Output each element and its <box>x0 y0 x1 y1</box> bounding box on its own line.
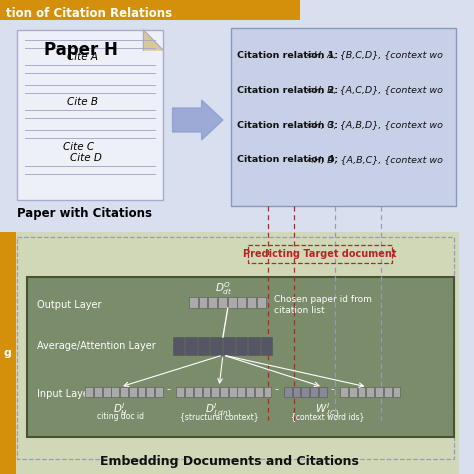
Bar <box>103 387 110 397</box>
Bar <box>111 387 119 397</box>
Bar <box>137 387 146 397</box>
Bar <box>284 387 292 397</box>
Bar <box>185 387 193 397</box>
Bar <box>27 277 454 437</box>
Text: <H, D, {A,B,C}, {context wo: <H, D, {A,B,C}, {context wo <box>306 155 443 164</box>
Bar <box>392 387 401 397</box>
Text: Cite D: Cite D <box>70 153 102 163</box>
Bar <box>257 297 265 308</box>
Bar <box>146 387 154 397</box>
Bar <box>349 387 357 397</box>
Text: Predicting Target document: Predicting Target document <box>243 249 397 259</box>
Bar <box>310 387 318 397</box>
Bar <box>255 387 263 397</box>
Bar <box>94 387 102 397</box>
Bar <box>189 297 198 308</box>
Text: $D^O_{dt}$: $D^O_{dt}$ <box>215 281 233 297</box>
Text: Citation relation 1:: Citation relation 1: <box>237 51 337 60</box>
Bar <box>246 387 254 397</box>
Bar <box>220 387 228 397</box>
Bar <box>0 0 459 232</box>
Bar <box>0 232 16 474</box>
Polygon shape <box>173 100 223 140</box>
Bar <box>202 387 210 397</box>
Polygon shape <box>144 30 163 50</box>
Bar <box>236 337 247 355</box>
Bar <box>340 387 348 397</box>
Bar <box>18 237 454 459</box>
Text: <H, B, {A,C,D}, {context wo: <H, B, {A,C,D}, {context wo <box>306 85 443 94</box>
Bar <box>210 337 222 355</box>
Bar <box>319 387 327 397</box>
Bar <box>384 387 392 397</box>
Bar <box>248 337 260 355</box>
Text: $D^I_{\{dn\}}$: $D^I_{\{dn\}}$ <box>205 401 233 420</box>
Bar <box>155 387 163 397</box>
Text: Cite B: Cite B <box>67 97 98 107</box>
Text: -: - <box>167 384 171 394</box>
Bar <box>185 337 197 355</box>
Bar <box>198 337 210 355</box>
Bar <box>264 387 272 397</box>
Text: -: - <box>330 384 335 394</box>
Text: Output Layer: Output Layer <box>37 300 101 310</box>
Bar <box>375 387 383 397</box>
Bar <box>0 232 459 474</box>
Text: Citation relation 4:: Citation relation 4: <box>237 155 337 164</box>
Bar <box>237 297 246 308</box>
Bar <box>229 387 237 397</box>
Bar <box>247 297 256 308</box>
Text: Embedding Documents and Citations: Embedding Documents and Citations <box>100 456 359 468</box>
Text: Paper H: Paper H <box>44 41 118 59</box>
Bar <box>129 387 137 397</box>
Text: Cite A: Cite A <box>67 52 98 62</box>
Text: Average/Attention Layer: Average/Attention Layer <box>37 341 155 351</box>
Text: tion of Citation Relations: tion of Citation Relations <box>6 7 172 19</box>
Text: $D^I_H$: $D^I_H$ <box>112 401 128 418</box>
Bar <box>237 387 245 397</box>
Bar <box>18 30 163 200</box>
Text: Citation relation 2:: Citation relation 2: <box>237 85 337 94</box>
Text: Input Layer: Input Layer <box>37 389 93 399</box>
Bar <box>211 387 219 397</box>
Bar <box>120 387 128 397</box>
Text: Cite C: Cite C <box>63 142 94 152</box>
Text: <H, C, {A,B,D}, {context wo: <H, C, {A,B,D}, {context wo <box>306 120 443 129</box>
Text: $W^I_{\{C\}}$: $W^I_{\{C\}}$ <box>315 401 340 420</box>
Bar <box>293 387 301 397</box>
Bar <box>301 387 309 397</box>
Bar <box>199 297 208 308</box>
Bar <box>358 387 365 397</box>
Bar <box>231 28 456 206</box>
Text: Citation relation 3:: Citation relation 3: <box>237 120 337 129</box>
Text: {structural context}: {structural context} <box>180 412 258 421</box>
Text: g: g <box>4 348 12 358</box>
Bar <box>0 0 301 20</box>
Bar <box>176 387 184 397</box>
Bar <box>248 245 392 263</box>
Text: citing doc id: citing doc id <box>97 412 144 421</box>
Bar <box>194 387 201 397</box>
Bar <box>223 337 235 355</box>
Text: {context word ids}: {context word ids} <box>291 412 365 421</box>
Text: Paper with Citations: Paper with Citations <box>18 208 153 220</box>
Bar <box>173 337 184 355</box>
Text: -: - <box>274 384 278 394</box>
Text: <H, A, {B,C,D}, {context wo: <H, A, {B,C,D}, {context wo <box>306 51 443 60</box>
Text: Chosen paper id from
citation list: Chosen paper id from citation list <box>274 295 372 315</box>
Bar <box>218 297 227 308</box>
Bar <box>85 387 93 397</box>
Bar <box>366 387 374 397</box>
Bar <box>209 297 217 308</box>
Bar <box>261 337 273 355</box>
Bar <box>228 297 237 308</box>
